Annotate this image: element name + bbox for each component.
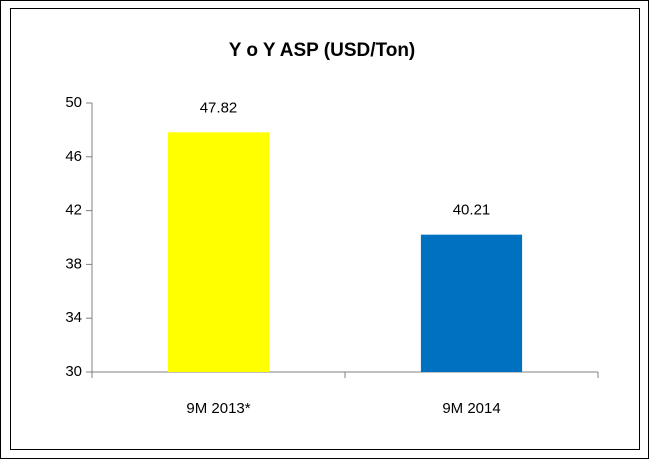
- bar: [420, 234, 523, 372]
- data-label: 40.21: [453, 202, 491, 219]
- y-tick-label: 38: [65, 255, 82, 272]
- bar: [167, 132, 270, 372]
- y-tick-label: 30: [65, 363, 82, 380]
- y-tick-label: 46: [65, 148, 82, 165]
- y-tick-label: 50: [65, 94, 82, 111]
- data-label: 47.82: [200, 99, 238, 116]
- x-tick-label: 9M 2013*: [186, 400, 250, 417]
- x-tick-label: 9M 2014: [442, 400, 500, 417]
- y-tick-label: 34: [65, 309, 82, 326]
- chart-title: Y o Y ASP (USD/Ton): [229, 40, 416, 61]
- y-tick-label: 42: [65, 202, 82, 219]
- chart-frame: [10, 8, 640, 450]
